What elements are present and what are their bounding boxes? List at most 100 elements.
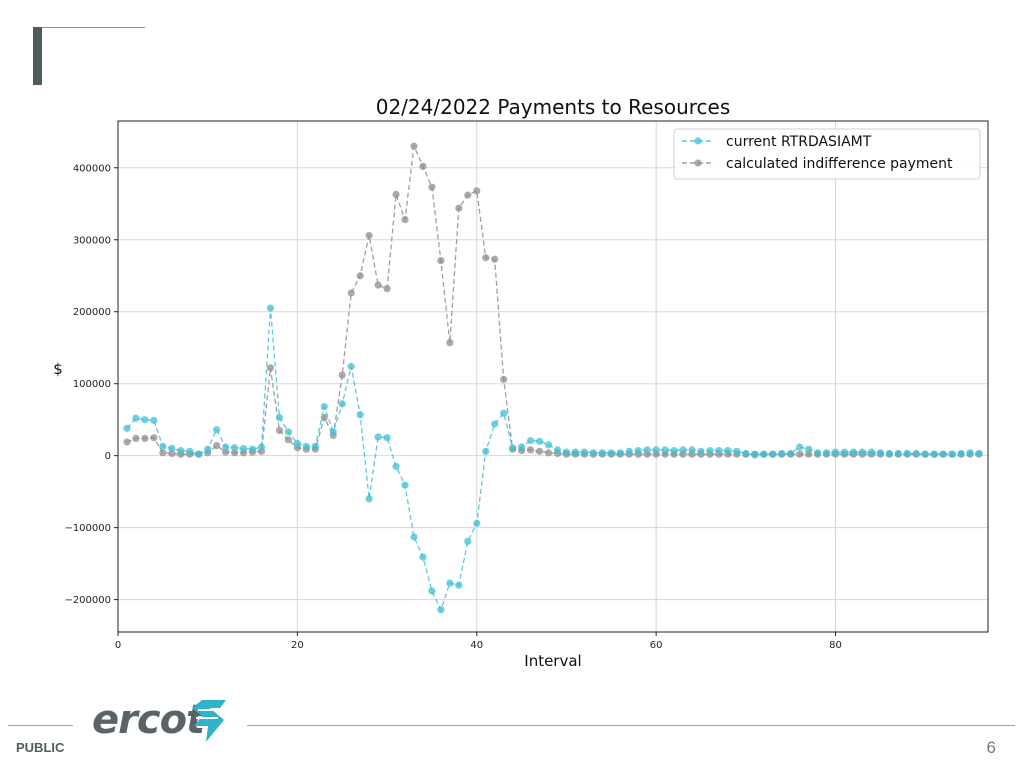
data-point: [473, 519, 481, 527]
data-point: [230, 444, 239, 452]
data-point: [320, 403, 328, 411]
data-point: [293, 439, 301, 448]
data-point: [634, 447, 642, 455]
data-point: [948, 450, 956, 458]
data-point: [419, 162, 427, 170]
data-point: [392, 462, 400, 471]
legend-marker: [694, 137, 702, 145]
ercot-logo: ercot: [92, 697, 226, 743]
logo-wordmark: ercot: [92, 697, 205, 743]
data-point: [168, 444, 176, 453]
data-point: [500, 409, 508, 417]
data-point: [580, 448, 588, 456]
data-point: [885, 449, 893, 458]
data-point: [302, 442, 310, 450]
data-point: [464, 191, 472, 199]
data-point: [383, 434, 391, 442]
data-point: [446, 339, 454, 347]
legend: current RTRDASIAMT calculated indifferenc…: [673, 128, 981, 180]
data-point: [204, 445, 212, 453]
data-point: [222, 443, 230, 451]
data-point: [894, 449, 902, 458]
legend-box: [673, 128, 981, 180]
data-point: [392, 190, 400, 199]
data-point: [275, 413, 284, 422]
data-point: [473, 187, 481, 195]
data-point: [275, 426, 284, 435]
data-point: [311, 442, 319, 450]
data-point: [625, 447, 633, 455]
data-point: [661, 446, 669, 454]
data-point: [455, 204, 463, 212]
y-tick-label: −200000: [64, 595, 111, 606]
data-point: [526, 446, 535, 454]
data-point: [616, 449, 624, 457]
data-point: [365, 495, 373, 503]
data-point: [796, 450, 804, 458]
data-point: [509, 444, 517, 452]
data-point: [742, 449, 750, 458]
data-point: [544, 441, 553, 449]
data-point: [813, 449, 822, 457]
chart-title: 02/24/2022 Payments to Resources: [376, 95, 731, 119]
data-point: [455, 581, 463, 589]
data-point: [482, 447, 490, 455]
corner-accent-line: [33, 27, 145, 28]
data-point: [437, 257, 445, 265]
data-point: [239, 444, 248, 453]
data-point: [724, 447, 732, 455]
data-point: [338, 400, 346, 408]
data-point: [805, 445, 813, 453]
data-point: [132, 434, 140, 442]
data-point: [867, 448, 876, 456]
y-tick-label: 300000: [73, 235, 111, 246]
x-tick-label: 0: [115, 640, 121, 651]
data-point: [213, 441, 221, 450]
data-point: [428, 587, 436, 595]
data-point: [338, 371, 346, 379]
data-point: [921, 450, 929, 458]
data-point: [535, 437, 544, 445]
x-tick-label: 20: [291, 640, 304, 651]
data-point: [518, 443, 526, 451]
data-point: [706, 447, 714, 455]
data-point: [589, 449, 597, 457]
x-tick-label: 80: [829, 640, 842, 651]
lightning-bolt-icon: [192, 700, 226, 742]
data-point: [356, 272, 364, 280]
data-point: [840, 448, 849, 456]
data-point: [912, 449, 920, 458]
data-point: [544, 449, 553, 457]
data-point: [159, 449, 167, 457]
series-current-rtrdasiamt: [123, 304, 983, 614]
data-point: [123, 438, 131, 446]
data-point: [966, 449, 974, 457]
tick-layer: 0 20 40 60 80 −200000 −100000 0 100000 200000 3000…: [64, 163, 841, 651]
data-point: [778, 449, 786, 458]
data-point: [769, 450, 777, 458]
plot-frame: [117, 120, 989, 633]
data-point: [464, 537, 472, 545]
x-axis-label: Interval: [524, 652, 581, 670]
data-point: [347, 362, 355, 371]
data-point: [419, 553, 427, 561]
data-point: [141, 416, 149, 424]
data-point: [562, 448, 571, 456]
footer-divider-left: [8, 725, 73, 726]
data-point: [186, 447, 194, 455]
data-point: [284, 428, 293, 436]
data-point: [159, 442, 167, 450]
data-point: [437, 606, 445, 614]
data-point: [195, 450, 203, 458]
legend-label: current RTRDASIAMT: [726, 134, 872, 150]
data-point: [123, 424, 131, 432]
y-tick-label: 100000: [73, 379, 111, 390]
data-point: [482, 254, 490, 262]
grid-layer: [117, 121, 988, 632]
series-line: [126, 143, 980, 455]
data-point: [446, 579, 454, 587]
data-point: [428, 183, 436, 191]
classification-label: PUBLIC: [16, 740, 65, 755]
data-point: [975, 449, 983, 458]
data-point: [491, 255, 499, 263]
